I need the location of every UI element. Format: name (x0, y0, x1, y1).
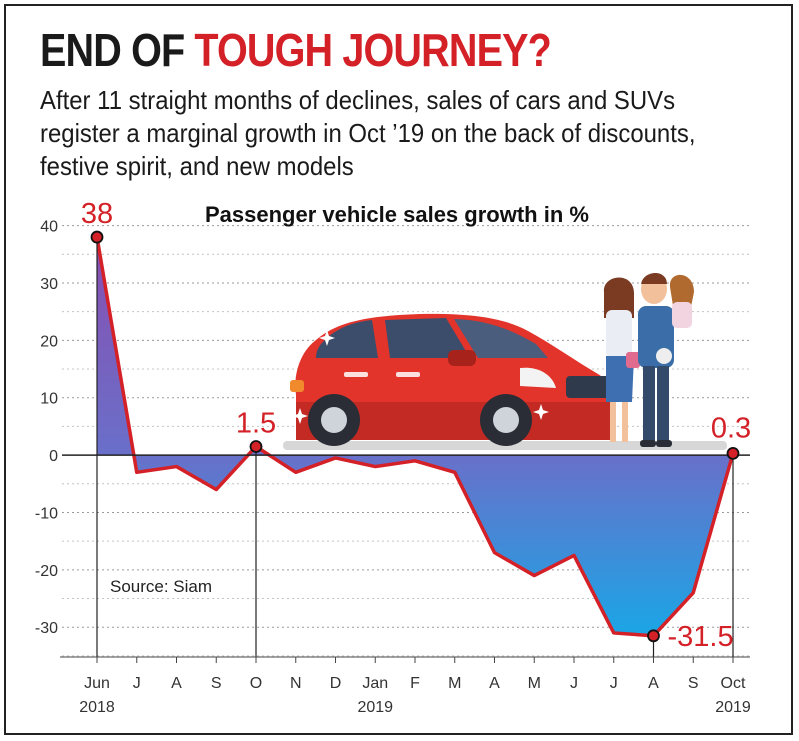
data-label: -31.5 (668, 621, 734, 653)
x-tick-label: A (489, 675, 500, 692)
source-note: Source: Siam (110, 577, 212, 596)
data-label: 0.3 (711, 412, 751, 444)
x-tick-label: F (410, 675, 420, 692)
x-tick-label: Oct (721, 675, 746, 692)
x-tick-label: D (330, 675, 342, 692)
y-tick-label: 0 (49, 448, 58, 465)
y-tick-label: 40 (40, 219, 58, 236)
family-icon (603, 272, 694, 447)
x-tick-label: J (610, 675, 618, 692)
growth-line (95, 236, 735, 638)
y-tick-label: -20 (35, 563, 58, 580)
subtitle: After 11 straight months of declines, sa… (40, 85, 696, 181)
x-tick-label: O (250, 675, 262, 692)
x-tick-label: A (171, 675, 182, 692)
data-point-marker (249, 440, 263, 453)
growth-area-fill (97, 237, 733, 636)
headline-part-1: END OF (40, 24, 185, 76)
x-tick-label: A (648, 675, 659, 692)
chart-title: Passenger vehicle sales growth in % (205, 202, 589, 227)
data-label: 1.5 (236, 407, 276, 439)
y-tick-label: 30 (40, 276, 58, 293)
annotation-markers (90, 230, 740, 643)
x-tick-label: S (688, 675, 699, 692)
data-point-marker (90, 230, 104, 244)
x-tick-label: M (448, 675, 461, 692)
data-point-marker (726, 446, 740, 460)
y-tick-label: 20 (40, 333, 58, 350)
x-year-label: 2018 (79, 699, 115, 716)
x-tick-label: J (133, 675, 141, 692)
data-point-marker (647, 629, 660, 643)
annotation-labels: 38 1.5 -31.5 0.3 (81, 198, 751, 653)
x-tick-label: M (528, 675, 541, 692)
x-tick-label: N (290, 675, 302, 692)
x-tick-label: Jun (84, 675, 110, 692)
x-tick-label: J (570, 675, 578, 692)
x-tick-label: S (211, 675, 222, 692)
y-tick-label: -30 (35, 620, 58, 637)
x-tick-label: Jan (362, 675, 388, 692)
y-tick-label: 10 (40, 391, 58, 408)
x-year-label: 2019 (357, 699, 393, 716)
x-year-label: 2019 (715, 699, 751, 716)
y-tick-label: -10 (35, 505, 58, 522)
y-axis-tick-labels: 40 30 20 10 0 -10 -20 -30 (35, 219, 58, 638)
headline: END OF TOUGH JOURNEY? (40, 24, 552, 76)
car-family-illustration (283, 272, 727, 450)
headline-part-2: TOUGH JOURNEY? (194, 24, 551, 76)
data-label: 38 (81, 198, 113, 230)
car-icon (290, 313, 615, 446)
x-axis-tick-labels: Jun J A S O N D Jan F M A M J J A S Oct 2018 2019 2019 (79, 657, 751, 716)
annotation-drop-lines (96, 237, 734, 657)
